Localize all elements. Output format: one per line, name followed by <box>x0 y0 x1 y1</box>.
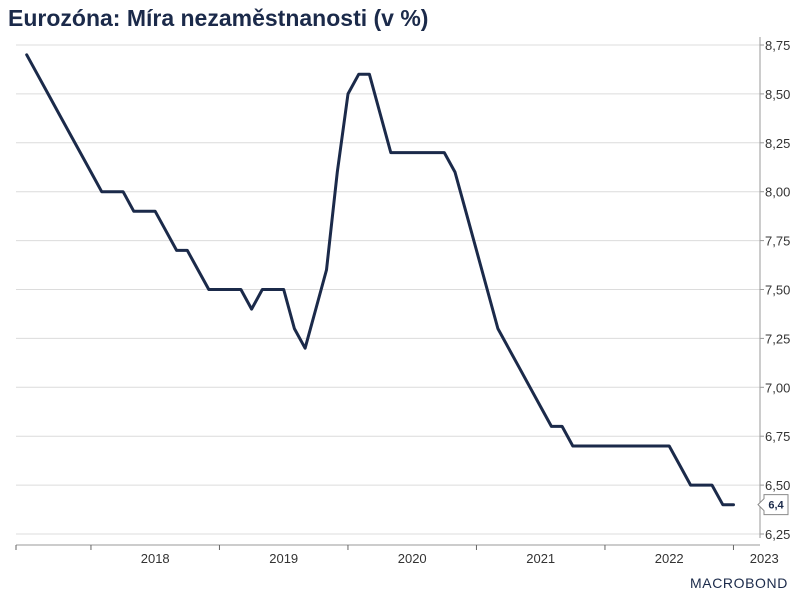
x-tick-label: 2022 <box>655 551 684 566</box>
axes <box>16 37 761 546</box>
y-axis-ticks: 8,75 8,50 8,25 8,00 7,75 7,50 7,25 7,00 6,75 6,50… <box>760 38 790 542</box>
y-tick-label: 6,75 <box>765 429 790 444</box>
y-tick-label: 6,50 <box>765 478 790 493</box>
x-tick-label: 2021 <box>526 551 555 566</box>
x-tick-label: 2023 <box>750 551 779 566</box>
y-tick-label: 7,50 <box>765 283 790 298</box>
x-tick-label: 2019 <box>269 551 298 566</box>
macrobond-logo: MACROBOND <box>690 575 788 591</box>
series-line <box>25 53 735 507</box>
gridlines <box>16 44 760 535</box>
y-tick-label: 6,25 <box>765 527 790 542</box>
last-value-box <box>757 494 789 516</box>
y-tick-label: 7,00 <box>765 380 790 395</box>
brand-label: MACROBOND <box>690 575 788 591</box>
last-value-callout: 6,4 <box>757 494 789 516</box>
y-tick-label: 8,50 <box>765 87 790 102</box>
y-tick-label: 8,00 <box>765 185 790 200</box>
y-tick-label: 7,75 <box>765 234 790 249</box>
chart-title: Eurozóna: Míra nezaměstnanosti (v %) <box>8 5 429 31</box>
y-tick-label: 7,25 <box>765 331 790 346</box>
x-tick-label: 2018 <box>141 551 170 566</box>
y-tick-label: 8,75 <box>765 38 790 53</box>
x-axis-ticks: 2018 2019 2020 2021 2022 2023 <box>15 545 779 566</box>
last-value-label: 6,4 <box>768 500 784 512</box>
series-layer <box>25 53 735 507</box>
y-tick-label: 8,25 <box>765 136 790 151</box>
x-tick-label: 2020 <box>398 551 427 566</box>
